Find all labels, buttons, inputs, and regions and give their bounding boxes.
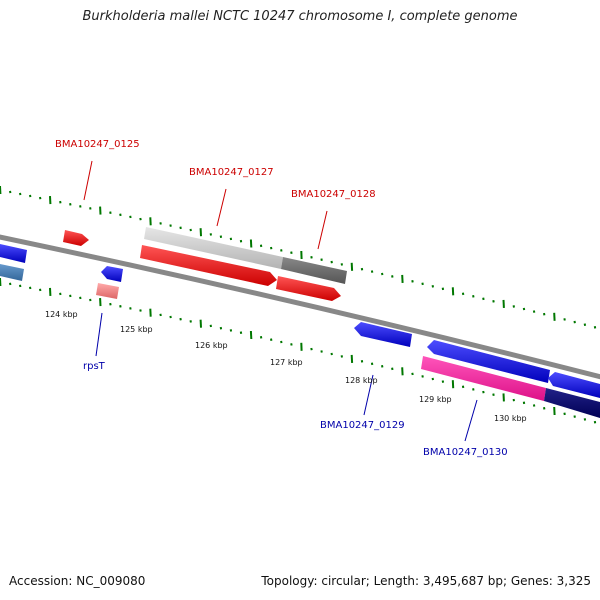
forward-tick-track <box>0 185 597 329</box>
cds-BMA10247-0128 <box>276 276 341 301</box>
reverse-tick-track <box>0 277 597 424</box>
gene-label-BMA10247-0130: BMA10247_0130 <box>423 447 508 458</box>
cds-rpsT <box>101 266 123 282</box>
label-leaders <box>83 160 478 442</box>
scale-label-126kbp: 126 kbp <box>195 341 228 350</box>
cds-light-grey <box>144 227 283 269</box>
scale-label-130kbp: 130 kbp <box>494 414 527 423</box>
accession-text: Accession: NC_009080 <box>9 574 146 588</box>
cds-blue-right <box>548 372 600 398</box>
cds-navy <box>544 388 600 418</box>
scale-label-128kbp: 128 kbp <box>345 376 378 385</box>
cds-left-blue-forward <box>0 244 27 263</box>
cds-blue-long <box>427 340 550 383</box>
cds-salmon <box>96 283 119 299</box>
scale-label-129kbp: 129 kbp <box>419 395 452 404</box>
chromosome-backbone <box>0 234 600 380</box>
cds-features <box>0 227 600 418</box>
cds-BMA10247-0129 <box>354 322 412 347</box>
gene-label-BMA10247-0127: BMA10247_0127 <box>189 167 274 178</box>
cds-dark-grey <box>281 257 347 284</box>
gene-label-BMA10247-0129: BMA10247_0129 <box>320 420 405 431</box>
gene-label-rpsT: rpsT <box>83 361 106 372</box>
cds-left-steel-reverse <box>0 264 24 281</box>
scale-label-125kbp: 125 kbp <box>120 325 153 334</box>
cds-BMA10247-0125 <box>63 230 89 246</box>
gene-label-BMA10247-0125: BMA10247_0125 <box>55 139 140 150</box>
map-title: Burkholderia mallei NCTC 10247 chromosom… <box>82 9 518 24</box>
scale-label-124kbp: 124 kbp <box>45 310 78 319</box>
topology-text: Topology: circular; Length: 3,495,687 bp… <box>261 574 591 588</box>
cds-BMA10247-0130 <box>421 356 546 401</box>
scale-label-127kbp: 127 kbp <box>270 358 303 367</box>
cds-BMA10247-0127 <box>140 245 277 286</box>
gene-label-BMA10247-0128: BMA10247_0128 <box>291 189 376 200</box>
